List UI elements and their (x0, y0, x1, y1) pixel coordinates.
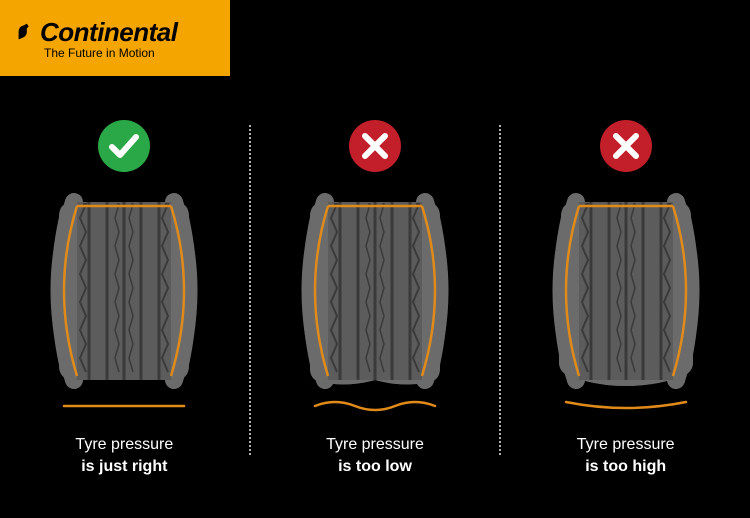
panels-row: Tyre pressure is just right Tyre pre (0, 110, 750, 490)
cross-icon (600, 120, 652, 172)
caption-line1: Tyre pressure (75, 436, 173, 453)
tyre-illustration (39, 190, 209, 390)
ground-line (561, 396, 691, 416)
panel-too-low: Tyre pressure is too low (251, 110, 500, 490)
panel-too-high: Tyre pressure is too high (501, 110, 750, 490)
caption-line2: is too low (338, 458, 412, 475)
caption-line2: is just right (81, 458, 167, 475)
panel-caption: Tyre pressure is just right (75, 434, 173, 477)
horse-icon (14, 21, 36, 43)
caption-line1: Tyre pressure (577, 436, 675, 453)
brand-name: Continental (40, 17, 178, 48)
caption-line1: Tyre pressure (326, 436, 424, 453)
panel-caption: Tyre pressure is too low (326, 434, 424, 477)
check-icon (98, 120, 150, 172)
tyre-illustration (290, 190, 460, 390)
tyre-illustration (541, 190, 711, 390)
brand-tagline: The Future in Motion (44, 46, 230, 60)
caption-line2: is too high (585, 458, 666, 475)
brand-logo: Continental (14, 17, 230, 48)
brand-badge: Continental The Future in Motion (0, 0, 230, 76)
ground-line (310, 396, 440, 416)
panel-caption: Tyre pressure is too high (577, 434, 675, 477)
ground-line (59, 396, 189, 416)
cross-icon (349, 120, 401, 172)
panel-just-right: Tyre pressure is just right (0, 110, 249, 490)
